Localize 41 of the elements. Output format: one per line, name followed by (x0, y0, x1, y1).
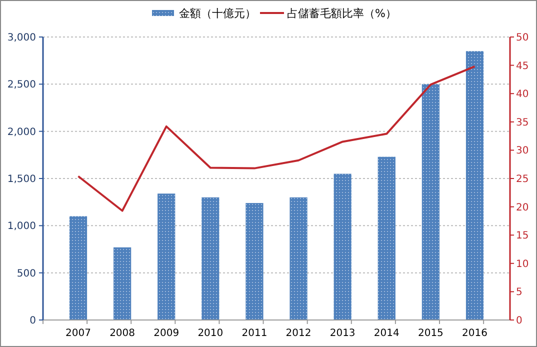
x-tick-label: 2016 (462, 328, 488, 339)
bar (158, 194, 176, 320)
y2-tick-label: 40 (516, 89, 529, 100)
y2-tick-label: 0 (516, 316, 522, 326)
bar (113, 247, 132, 320)
x-tick-label: 2010 (198, 328, 224, 339)
bar (422, 84, 440, 320)
bar (466, 51, 484, 320)
x-tick-label: 2007 (66, 328, 91, 339)
y-tick-label: 3,000 (7, 32, 36, 44)
x-tick-label: 2015 (418, 328, 444, 339)
legend-label: 金額（十億元） (179, 7, 256, 20)
bar (290, 197, 308, 320)
line-series (77, 65, 476, 212)
bar (202, 197, 220, 320)
y2-tick-label: 15 (516, 230, 529, 242)
x-tick-label: 2011 (242, 328, 268, 339)
bar (334, 174, 352, 320)
y2-tick-label: 10 (516, 258, 529, 270)
y-tick-label: 1,500 (7, 174, 36, 185)
x-tick-label: 2012 (286, 328, 312, 339)
y-tick-label: 2,500 (7, 80, 36, 91)
y2-tick-label: 45 (516, 60, 529, 72)
bar (69, 216, 88, 320)
y-tick-label: 2,000 (7, 126, 36, 138)
legend-label: 占儲蓄毛額比率（%） (287, 7, 396, 20)
y-tick-label: 1,000 (7, 221, 36, 232)
y2-tick-label: 25 (516, 174, 529, 185)
x-tick-label: 2013 (330, 328, 356, 339)
y-tick-label: 0 (30, 316, 36, 326)
bar (246, 203, 264, 320)
y2-tick-label: 50 (516, 32, 529, 44)
bar (378, 156, 396, 320)
y2-tick-label: 20 (516, 202, 529, 214)
y2-tick-label: 35 (516, 117, 529, 128)
x-tick-label: 2014 (374, 328, 400, 339)
x-tick-label: 2009 (154, 328, 180, 339)
y2-tick-label: 30 (516, 146, 529, 157)
y2-tick-label: 5 (516, 287, 522, 298)
y-tick-label: 500 (16, 268, 36, 280)
x-tick-label: 2008 (110, 328, 136, 339)
